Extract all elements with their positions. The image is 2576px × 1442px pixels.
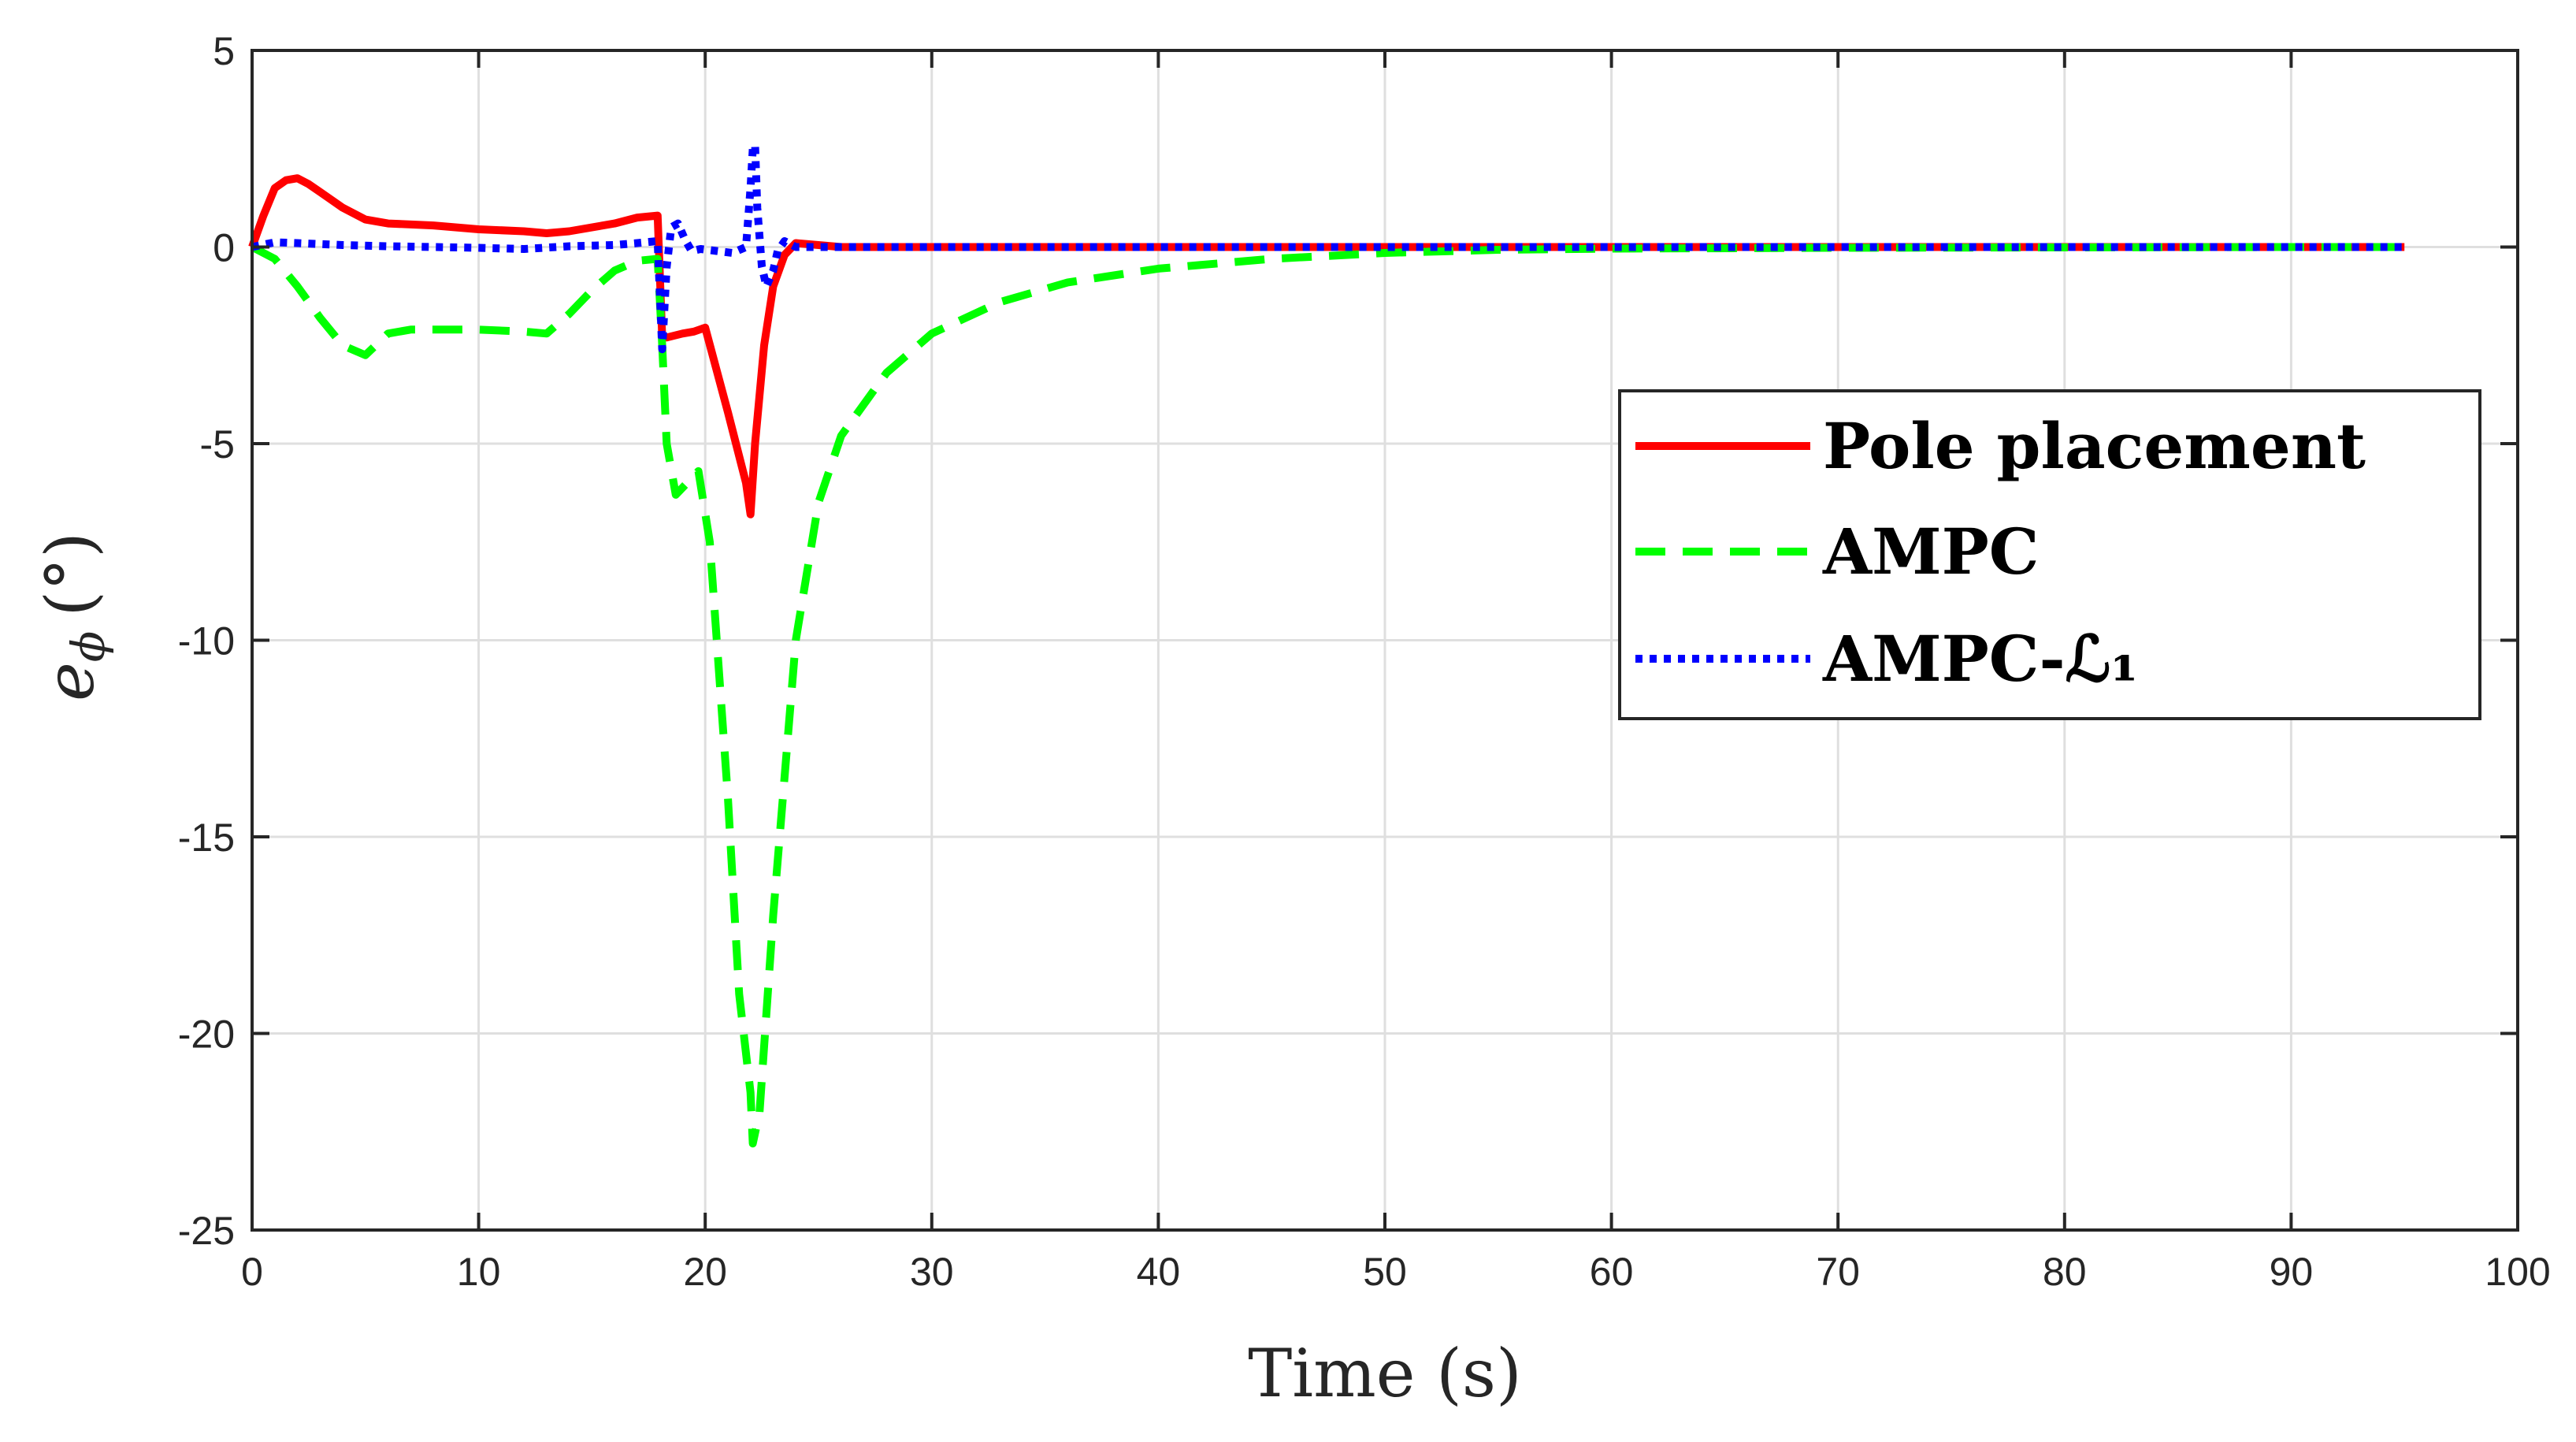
legend-label-2: AMPC	[1822, 515, 2039, 589]
y-tick-label: 0	[213, 226, 235, 270]
series-line-2	[250, 243, 2405, 1148]
y-tick-label: -5	[200, 422, 235, 466]
y-tick-label: 5	[213, 29, 235, 73]
legend-label-3: AMPC-ℒ₁	[1822, 622, 2138, 696]
x-tick-label: 20	[683, 1250, 727, 1294]
x-tick-label: 50	[1363, 1250, 1407, 1294]
y-tick-label: -15	[178, 816, 235, 860]
legend-label-1: Pole placement	[1823, 409, 2366, 483]
y-axis-title-subscript: ϕ	[61, 631, 115, 663]
x-tick-label: 10	[457, 1250, 501, 1294]
series-line-1	[248, 174, 2405, 518]
y-axis-title-symbol: e	[32, 662, 109, 701]
y-tick-label: -25	[178, 1209, 235, 1253]
y-tick-label: -10	[178, 619, 235, 663]
x-tick-label: 100	[2485, 1250, 2550, 1294]
y-axis-title: eϕ (°)	[32, 532, 115, 701]
x-tick-label: 40	[1137, 1250, 1181, 1294]
x-tick-label: 70	[1816, 1250, 1860, 1294]
x-tick-label: 80	[2043, 1250, 2087, 1294]
legend: Pole placement AMPC AMPC-ℒ₁	[1618, 389, 2481, 720]
x-tick-label: 30	[910, 1250, 954, 1294]
x-tick-label: 0	[241, 1250, 263, 1294]
series-lines	[248, 140, 2405, 1148]
x-tick-label: 90	[2270, 1250, 2314, 1294]
axis-ticks: 0 10 20 30 40 50 60 70 80 90 100 -25 -20 -15 -10 -5 0 5	[178, 29, 2551, 1294]
x-tick-label: 60	[1590, 1250, 1634, 1294]
y-tick-label: -20	[178, 1013, 235, 1057]
y-axis-title-unit: (°)	[32, 532, 109, 617]
series-line-3	[251, 140, 2405, 354]
x-axis-title: Time (s)	[1248, 1335, 1522, 1412]
